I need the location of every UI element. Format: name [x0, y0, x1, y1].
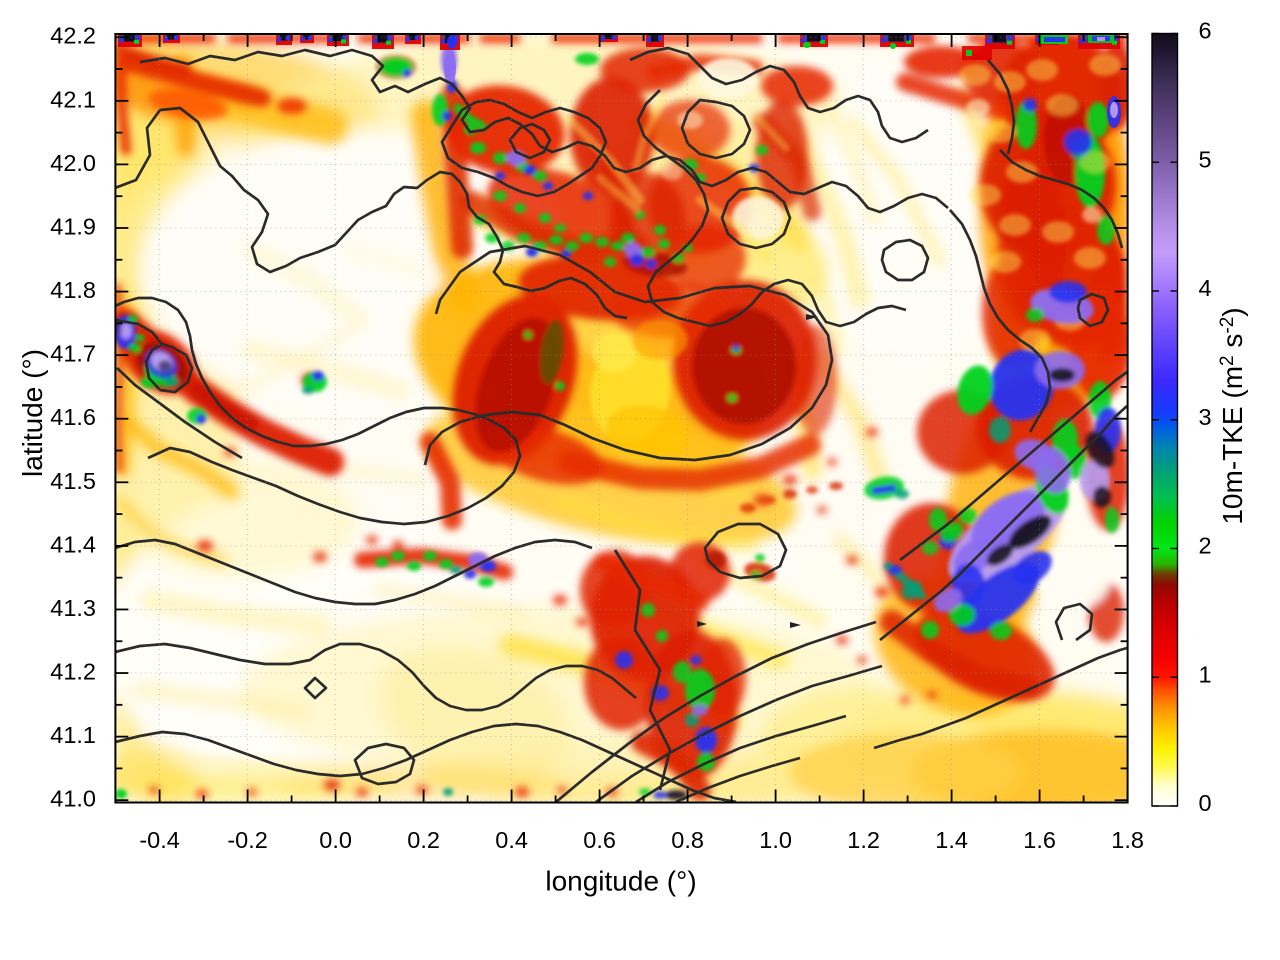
svg-text:6: 6 [1199, 18, 1212, 44]
svg-text:5: 5 [1199, 146, 1212, 172]
svg-text:42.1: 42.1 [50, 86, 96, 112]
svg-text:42.0: 42.0 [50, 150, 96, 176]
svg-text:41.3: 41.3 [50, 595, 96, 621]
svg-text:0: 0 [1199, 790, 1212, 816]
svg-text:41.5: 41.5 [50, 468, 96, 494]
svg-text:10m-TKE (m2 s-2): 10m-TKE (m2 s-2) [1217, 307, 1248, 524]
svg-text:4: 4 [1199, 275, 1212, 301]
svg-text:41.6: 41.6 [50, 404, 96, 430]
svg-text:1.8: 1.8 [1111, 827, 1144, 853]
svg-text:1.4: 1.4 [935, 827, 968, 853]
svg-text:41.2: 41.2 [50, 659, 96, 685]
svg-text:42.2: 42.2 [50, 23, 96, 49]
svg-text:41.4: 41.4 [50, 531, 96, 557]
svg-text:-0.4: -0.4 [139, 827, 180, 853]
svg-text:41.7: 41.7 [50, 341, 96, 367]
svg-text:41.9: 41.9 [50, 213, 96, 239]
svg-text:latitude (°): latitude (°) [17, 349, 48, 477]
svg-text:3: 3 [1199, 404, 1212, 430]
svg-text:2: 2 [1199, 533, 1212, 559]
svg-text:longitude (°): longitude (°) [545, 866, 696, 897]
svg-text:41.1: 41.1 [50, 722, 96, 748]
svg-text:0.4: 0.4 [495, 827, 528, 853]
svg-text:41.8: 41.8 [50, 277, 96, 303]
svg-text:1.0: 1.0 [759, 827, 792, 853]
svg-text:-0.2: -0.2 [227, 827, 268, 853]
svg-text:0.8: 0.8 [671, 827, 704, 853]
svg-text:1.6: 1.6 [1023, 827, 1056, 853]
svg-text:0.6: 0.6 [583, 827, 616, 853]
svg-text:1.2: 1.2 [847, 827, 880, 853]
svg-text:0.0: 0.0 [319, 827, 352, 853]
svg-text:41.0: 41.0 [50, 786, 96, 812]
svg-text:1: 1 [1199, 661, 1212, 687]
svg-text:0.2: 0.2 [407, 827, 440, 853]
